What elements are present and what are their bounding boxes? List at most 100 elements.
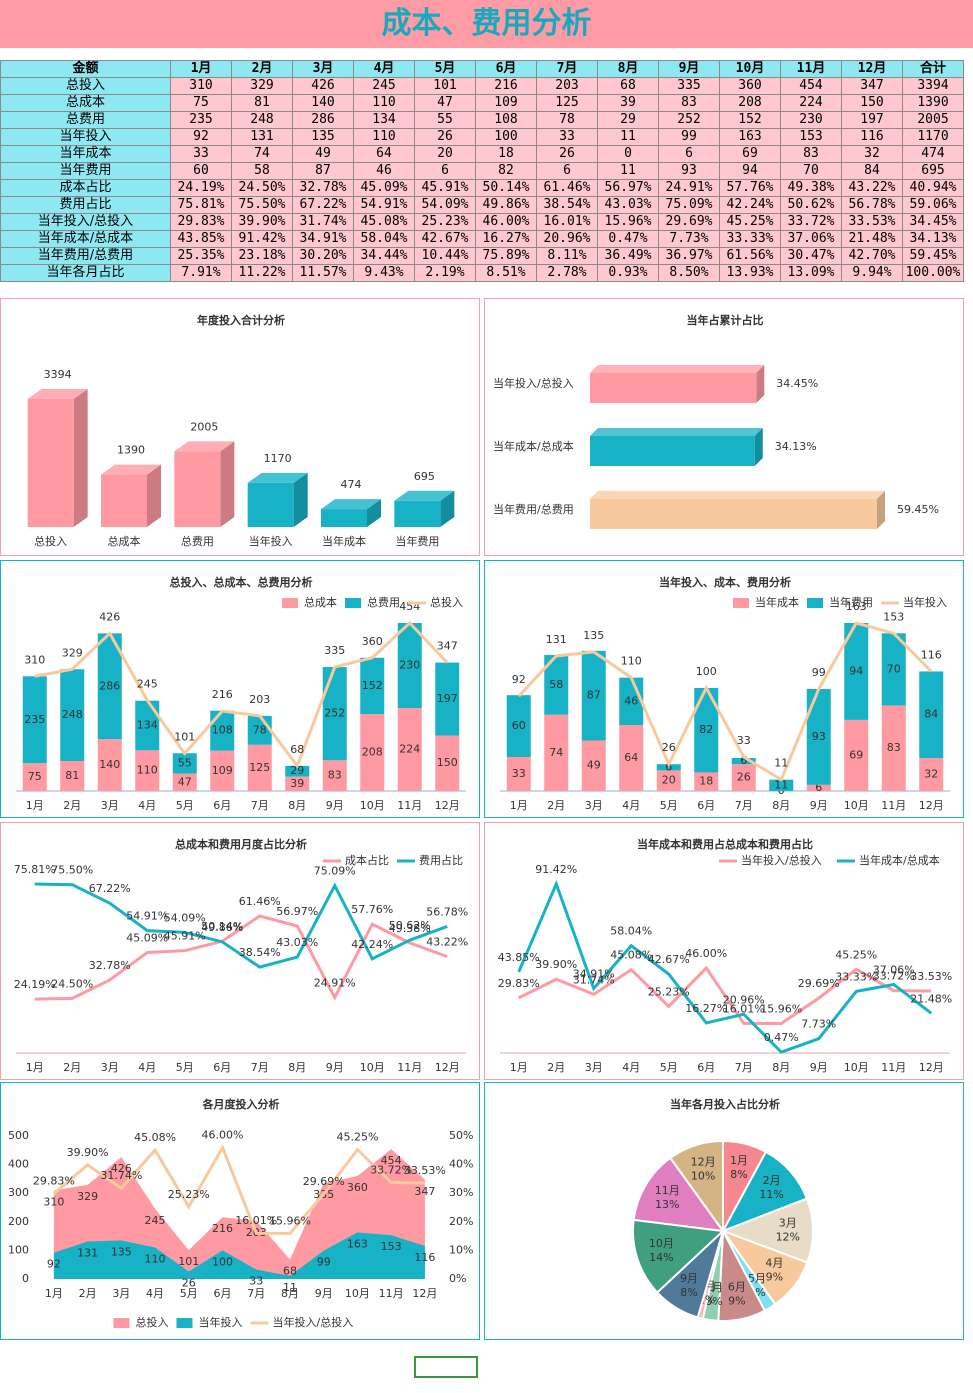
panel: 年度投入合计分析 3394 总投入 1390 总成本 2005 总费用 1170 当年投入 474…: [0, 298, 480, 556]
value-label: 110: [621, 655, 642, 668]
value-label: 18: [699, 775, 713, 788]
slice-label: 10月: [649, 1237, 674, 1250]
bar-side: [440, 490, 455, 527]
chart-title: 当年各月投入占比分析: [670, 1097, 780, 1111]
legend-swatch: [345, 598, 361, 608]
bar-segment: [844, 719, 869, 791]
column-header: 金额: [0, 60, 171, 78]
table-cell: 8.11%: [536, 247, 598, 265]
chart: 当年成本和费用占总成本和费用占比 29.83% 39.90% 31.74% 45.08%…: [498, 837, 952, 1074]
slice-label: 6月: [728, 1280, 746, 1293]
value-label: 286: [99, 679, 120, 692]
value-label: 16.01%: [723, 1002, 765, 1015]
legend-label: 总投入: [136, 1315, 169, 1329]
value-label: 31.74%: [573, 973, 615, 986]
x-tick-label: 8月: [288, 1061, 306, 1074]
slice-value: 9%: [766, 1270, 783, 1283]
panel: 总投入、总成本、总费用分析 75 81 140 110 47 109 125 39 83 208 22…: [0, 560, 480, 818]
x-tick-label: 8月: [281, 1287, 299, 1300]
value-label: 0.47%: [764, 1031, 799, 1044]
x-tick-label: 11月: [881, 799, 906, 812]
x-tick-label: 12月: [919, 799, 944, 812]
x-tick-label: 4月: [138, 1061, 156, 1074]
table-cell: 33.53%: [841, 213, 903, 231]
table-cell: 2.78%: [536, 264, 598, 282]
table-cell: 59.45%: [902, 247, 964, 265]
column-header: 7月: [536, 60, 598, 78]
slice-value: 3%: [705, 1295, 722, 1308]
x-tick-label: 12月: [412, 1287, 437, 1300]
table-cell: 208: [719, 94, 781, 112]
table-cell: 33: [170, 145, 232, 163]
table-cell: 92: [170, 128, 232, 146]
bar-top: [590, 428, 763, 436]
legend-label: 总费用: [367, 595, 400, 609]
value-label: 153: [381, 1240, 402, 1253]
column-header: 6月: [475, 60, 537, 78]
value-label: 29.83%: [498, 977, 540, 990]
value-label: 69: [849, 748, 863, 761]
table-cell: 45.25%: [719, 213, 781, 231]
table-cell: 43.22%: [841, 179, 903, 197]
value-label: 83: [887, 741, 901, 754]
x-tick-label: 2月: [547, 799, 565, 812]
value-label: 43.22%: [426, 936, 468, 949]
row-label: 当年投入: [0, 128, 171, 146]
table-cell: 426: [292, 77, 354, 95]
bar-segment: [22, 676, 47, 764]
table-cell: 94: [719, 162, 781, 180]
value-label: 131: [77, 1247, 98, 1260]
table-cell: 329: [231, 77, 293, 95]
table-cell: 125: [536, 94, 598, 112]
bar-top: [590, 491, 885, 499]
value-label: 245: [137, 677, 158, 690]
value-label: 37.06%: [873, 963, 915, 976]
bar-segment: [397, 708, 422, 791]
bar-segment: [60, 761, 85, 791]
value-label: 33.53%: [910, 970, 952, 983]
value-label: 216: [212, 688, 233, 701]
bar-segment: [506, 756, 531, 791]
table-cell: 11: [597, 162, 659, 180]
table-cell: 56.78%: [841, 196, 903, 214]
pie-slice: [668, 1139, 724, 1235]
bar-top: [247, 472, 308, 483]
legend-label: 当年成本: [755, 595, 799, 609]
value-label: 11: [283, 1281, 297, 1294]
value-label: 43.85%: [498, 951, 540, 964]
bar: [590, 499, 877, 529]
table-cell: 84: [841, 162, 903, 180]
pie-slice: [632, 1218, 726, 1294]
table-cell: 347: [841, 77, 903, 95]
value-label: 42.24%: [351, 938, 393, 951]
bar-segment: [172, 753, 197, 774]
value-label: 68: [283, 1265, 297, 1278]
y2-tick-label: 0%: [449, 1272, 466, 1285]
value-label: 310: [43, 1195, 64, 1208]
bar-segment: [210, 710, 235, 751]
x-tick-label: 3月: [101, 799, 119, 812]
table-cell: 32.78%: [292, 179, 354, 197]
table-cell: 75.50%: [231, 196, 293, 214]
table-cell: 101: [414, 77, 476, 95]
bar: [321, 509, 367, 527]
x-tick-label: 5月: [176, 799, 194, 812]
table-cell: 34.91%: [292, 230, 354, 248]
table-cell: 42.67%: [414, 230, 476, 248]
value-label: 91.42%: [535, 863, 577, 876]
value-label: 33: [249, 1275, 263, 1288]
value-label: 75: [28, 770, 42, 783]
legend-label: 费用占比: [419, 853, 463, 867]
x-tick-label: 6月: [214, 1287, 232, 1300]
bar-segment: [506, 695, 531, 757]
table-cell: 39.90%: [231, 213, 293, 231]
table-cell: 203: [536, 77, 598, 95]
value-label: 1170: [264, 452, 292, 465]
cell-selection[interactable]: [414, 1356, 478, 1378]
value-label: 45.09%: [126, 931, 168, 944]
table-cell: 454: [780, 77, 842, 95]
pie-slice: [720, 1197, 814, 1264]
x-tick-label: 4月: [622, 799, 640, 812]
category-label: 当年成本/总成本: [493, 439, 574, 453]
